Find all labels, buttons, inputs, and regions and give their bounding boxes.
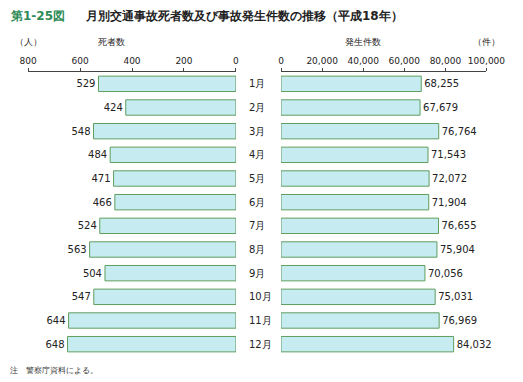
svg-text:524: 524 <box>78 220 97 231</box>
svg-text:466: 466 <box>93 197 112 208</box>
svg-text:40,000: 40,000 <box>347 56 379 66</box>
svg-text:84,032: 84,032 <box>457 339 492 350</box>
svg-text:20,000: 20,000 <box>306 56 338 66</box>
svg-text:0: 0 <box>233 56 239 66</box>
svg-text:12月: 12月 <box>249 339 272 350</box>
svg-text:（件）: （件） <box>473 37 500 47</box>
svg-text:70,056: 70,056 <box>428 268 463 279</box>
svg-text:月別交通事故死者数及び事故発生件数の推移（平成18年）: 月別交通事故死者数及び事故発生件数の推移（平成18年） <box>85 9 403 23</box>
svg-text:0: 0 <box>278 56 284 66</box>
svg-text:75,904: 75,904 <box>440 244 475 255</box>
svg-text:548: 548 <box>71 126 90 137</box>
svg-text:71,543: 71,543 <box>431 149 466 160</box>
svg-text:200: 200 <box>175 56 192 66</box>
svg-text:80,000: 80,000 <box>430 56 462 66</box>
svg-text:424: 424 <box>104 102 123 113</box>
svg-text:11月: 11月 <box>249 315 272 326</box>
svg-text:800: 800 <box>19 56 36 66</box>
svg-text:76,969: 76,969 <box>442 315 477 326</box>
svg-text:71,904: 71,904 <box>432 197 467 208</box>
svg-text:3月: 3月 <box>249 126 265 137</box>
svg-text:484: 484 <box>88 149 107 160</box>
svg-text:8月: 8月 <box>249 244 265 255</box>
svg-text:死者数: 死者数 <box>98 37 125 47</box>
svg-text:5月: 5月 <box>249 173 265 184</box>
svg-text:600: 600 <box>71 56 88 66</box>
svg-text:第1-25図: 第1-25図 <box>10 9 65 23</box>
svg-text:発生件数: 発生件数 <box>345 37 381 47</box>
svg-text:67,679: 67,679 <box>423 102 458 113</box>
svg-text:68,255: 68,255 <box>424 78 459 89</box>
svg-text:10月: 10月 <box>249 291 272 302</box>
svg-text:72,072: 72,072 <box>432 173 467 184</box>
svg-text:648: 648 <box>45 339 64 350</box>
svg-text:注 警察庁資料による。: 注 警察庁資料による。 <box>10 366 98 375</box>
svg-text:2月: 2月 <box>249 102 265 113</box>
svg-text:644: 644 <box>46 315 65 326</box>
svg-text:7月: 7月 <box>249 220 265 231</box>
svg-text:563: 563 <box>68 244 87 255</box>
svg-text:504: 504 <box>83 268 102 279</box>
svg-text:1月: 1月 <box>249 78 265 89</box>
svg-text:100,000: 100,000 <box>468 56 505 66</box>
svg-text:（人）: （人） <box>15 37 42 47</box>
svg-text:76,764: 76,764 <box>442 126 477 137</box>
svg-text:76,655: 76,655 <box>442 220 477 231</box>
svg-text:9月: 9月 <box>249 268 265 279</box>
svg-text:4月: 4月 <box>249 149 265 160</box>
svg-text:6月: 6月 <box>249 197 265 208</box>
svg-text:471: 471 <box>91 173 110 184</box>
svg-text:60,000: 60,000 <box>389 56 421 66</box>
svg-text:529: 529 <box>76 78 95 89</box>
svg-text:400: 400 <box>123 56 140 66</box>
svg-text:547: 547 <box>72 291 91 302</box>
svg-text:75,031: 75,031 <box>438 291 473 302</box>
